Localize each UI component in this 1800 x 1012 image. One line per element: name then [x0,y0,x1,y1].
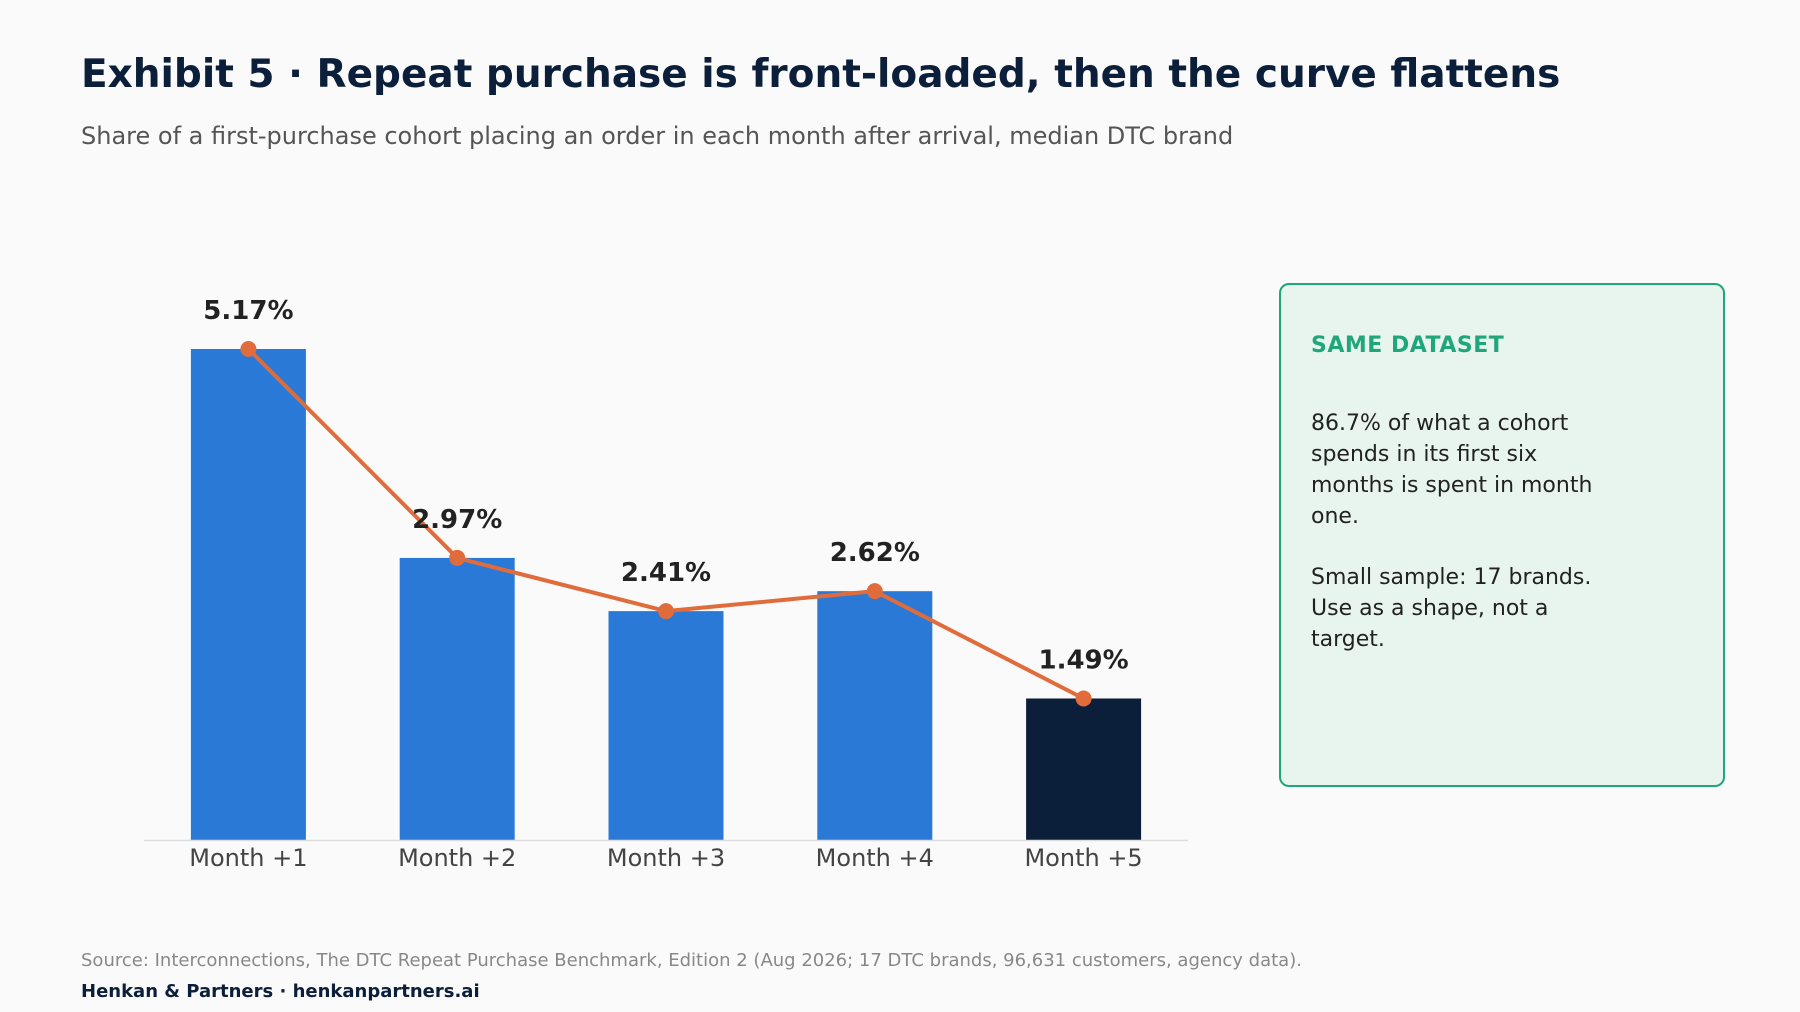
bars-layer [190,349,1142,840]
bar-4 [817,591,933,840]
trend-line-layer [240,341,1092,707]
footer-source: Source: Interconnections, The DTC Repeat… [81,950,1302,971]
trend-point-4 [866,583,883,600]
bar-5 [1026,698,1142,840]
footer-brand: Henkan & Partners · henkanpartners.ai [81,981,480,1002]
value-label-1: 5.17% [203,296,293,326]
bar-3 [608,611,724,840]
chart-title: Exhibit 5 · Repeat purchase is front-loa… [81,52,1561,97]
callout-paragraph-spend: 86.7% of what a cohort spends in its fir… [1311,411,1593,529]
value-label-3: 2.41% [621,558,711,588]
trend-point-3 [658,603,674,620]
x-tick-label-1: Month +1 [189,844,307,872]
trend-point-2 [449,549,466,566]
value-label-2: 2.97% [412,505,502,535]
value-label-4: 2.62% [830,538,920,568]
x-tick-label-3: Month +3 [607,844,725,872]
callout-heading: SAME DATASET [1311,333,1505,358]
x-tick-label-4: Month +4 [816,844,934,872]
x-tick-label-2: Month +2 [398,844,516,872]
callout-paragraph-sample: Small sample: 17 brands. Use as a shape,… [1311,565,1592,652]
trend-point-1 [240,341,257,357]
value-label-5: 1.49% [1038,645,1128,675]
x-tick-label-5: Month +5 [1024,844,1142,872]
bar-1 [190,349,306,840]
trend-point-5 [1075,690,1092,707]
labels-layer: 5.17% Month +1 2.97% Month +2 2.41% Month +3 2… [189,296,1142,872]
bar-2 [399,557,515,840]
chart-subtitle: Share of a first-purchase cohort placing… [81,122,1234,150]
callout-box: SAME DATASET 86.7% of what a cohort spen… [1279,283,1725,787]
